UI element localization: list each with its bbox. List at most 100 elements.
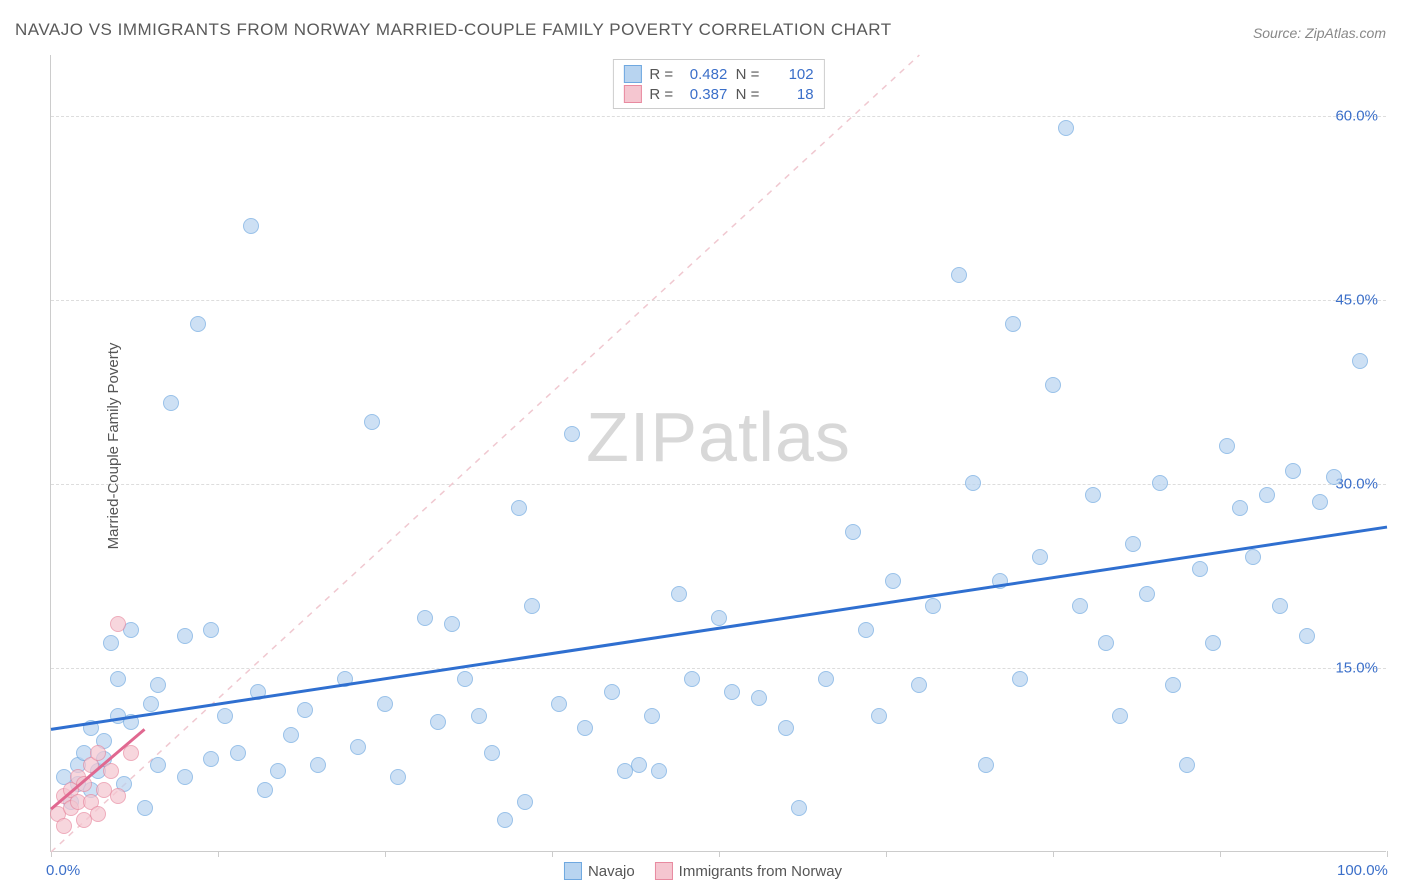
data-point — [310, 757, 326, 773]
data-point — [978, 757, 994, 773]
data-point — [123, 714, 139, 730]
data-point — [143, 696, 159, 712]
data-point — [350, 739, 366, 755]
data-point — [1012, 671, 1028, 687]
data-point — [1219, 438, 1235, 454]
data-point — [1005, 316, 1021, 332]
data-point — [1139, 586, 1155, 602]
data-point — [564, 426, 580, 442]
y-tick-label: 45.0% — [1335, 292, 1378, 309]
data-point — [203, 751, 219, 767]
gridline — [51, 116, 1386, 117]
data-point — [671, 586, 687, 602]
legend-item: Immigrants from Norway — [655, 862, 842, 880]
data-point — [364, 414, 380, 430]
data-point — [203, 622, 219, 638]
data-point — [110, 616, 126, 632]
x-tick-label: 100.0% — [1337, 862, 1388, 879]
y-tick-label: 15.0% — [1335, 660, 1378, 677]
legend-stat-row: R = 0.387 N = 18 — [623, 84, 813, 104]
data-point — [845, 524, 861, 540]
data-point — [177, 769, 193, 785]
data-point — [724, 684, 740, 700]
data-point — [217, 708, 233, 724]
legend-item: Navajo — [564, 862, 635, 880]
y-tick-label: 30.0% — [1335, 476, 1378, 493]
data-point — [430, 714, 446, 730]
data-point — [1152, 475, 1168, 491]
data-point — [751, 690, 767, 706]
data-point — [1259, 487, 1275, 503]
data-point — [110, 788, 126, 804]
data-point — [1326, 469, 1342, 485]
x-tick — [385, 851, 386, 857]
data-point — [965, 475, 981, 491]
data-point — [83, 720, 99, 736]
data-point — [90, 806, 106, 822]
data-point — [457, 671, 473, 687]
data-point — [1098, 635, 1114, 651]
legend-swatch — [655, 862, 673, 880]
data-point — [250, 684, 266, 700]
data-point — [337, 671, 353, 687]
data-point — [1232, 500, 1248, 516]
data-point — [1272, 598, 1288, 614]
x-tick — [1053, 851, 1054, 857]
data-point — [1245, 549, 1261, 565]
data-point — [1112, 708, 1128, 724]
data-point — [150, 757, 166, 773]
x-tick — [1387, 851, 1388, 857]
data-point — [644, 708, 660, 724]
legend-stat-text: R = 0.387 N = 18 — [649, 86, 813, 103]
data-point — [177, 628, 193, 644]
data-point — [911, 677, 927, 693]
data-point — [390, 769, 406, 785]
data-point — [90, 745, 106, 761]
diagonal-reference-line — [51, 55, 1387, 852]
data-point — [270, 763, 286, 779]
data-point — [163, 395, 179, 411]
data-point — [871, 708, 887, 724]
data-point — [992, 573, 1008, 589]
data-point — [524, 598, 540, 614]
data-point — [1085, 487, 1101, 503]
watermark: ZIPatlas — [586, 397, 851, 477]
data-point — [631, 757, 647, 773]
data-point — [257, 782, 273, 798]
data-point — [1072, 598, 1088, 614]
data-point — [1058, 120, 1074, 136]
data-point — [517, 794, 533, 810]
data-point — [230, 745, 246, 761]
data-point — [604, 684, 620, 700]
legend-swatch — [623, 85, 641, 103]
data-point — [417, 610, 433, 626]
data-point — [791, 800, 807, 816]
x-tick — [552, 851, 553, 857]
data-point — [76, 776, 92, 792]
x-tick — [51, 851, 52, 857]
data-point — [951, 267, 967, 283]
legend-label: Immigrants from Norway — [679, 863, 842, 880]
legend-swatch — [623, 65, 641, 83]
data-point — [511, 500, 527, 516]
data-point — [123, 745, 139, 761]
x-tick — [719, 851, 720, 857]
data-point — [1192, 561, 1208, 577]
data-point — [56, 818, 72, 834]
data-point — [1299, 628, 1315, 644]
data-point — [778, 720, 794, 736]
data-point — [1285, 463, 1301, 479]
source-citation: Source: ZipAtlas.com — [1253, 25, 1386, 41]
data-point — [818, 671, 834, 687]
data-point — [1125, 536, 1141, 552]
data-point — [1205, 635, 1221, 651]
data-point — [190, 316, 206, 332]
data-point — [484, 745, 500, 761]
data-point — [858, 622, 874, 638]
x-tick-label: 0.0% — [46, 862, 80, 879]
data-point — [444, 616, 460, 632]
data-point — [711, 610, 727, 626]
data-point — [577, 720, 593, 736]
x-tick — [1220, 851, 1221, 857]
x-tick — [886, 851, 887, 857]
